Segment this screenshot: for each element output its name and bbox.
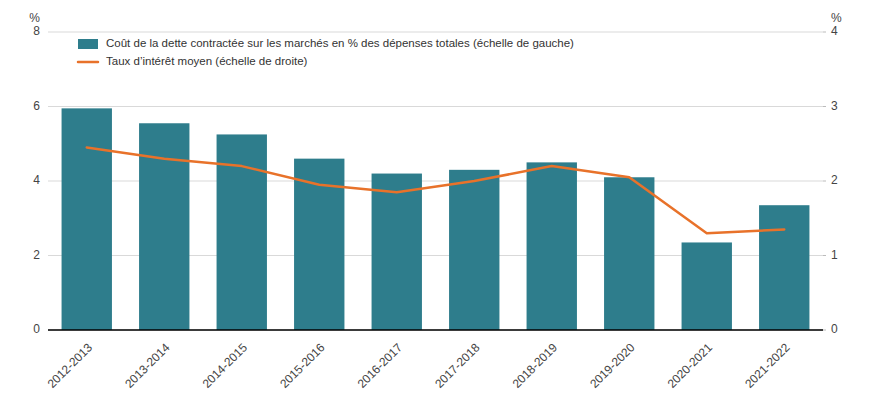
bar <box>449 170 499 330</box>
grid-line <box>48 330 823 331</box>
y2-tick <box>823 181 826 182</box>
y2-tick <box>823 330 826 331</box>
chart: 0 2 4 6 8 0 1 2 3 4%% 2012-2013 2013-2014 2014-2015 2… <box>0 0 871 418</box>
x-tick-label: 2017-2018 <box>432 340 483 391</box>
x-tick-label: 2021-2022 <box>742 340 793 391</box>
y2-tick-label: 2 <box>831 173 838 187</box>
y2-tick <box>823 255 826 256</box>
y-tick-label: 0 <box>33 322 40 336</box>
plot-area <box>62 108 810 330</box>
y2-tick <box>823 32 826 33</box>
y2-tick-label: 3 <box>831 99 838 113</box>
x-axis-line <box>48 329 823 331</box>
bar <box>604 177 654 330</box>
grid <box>48 32 823 330</box>
x-tick-label: 2020-2021 <box>665 340 716 391</box>
legend-label: Taux d’intérêt moyen (échelle de droite) <box>106 55 308 67</box>
bar <box>759 205 809 330</box>
bar <box>682 242 732 330</box>
grid-line <box>48 32 823 33</box>
legend-swatch <box>78 39 98 49</box>
bar <box>139 123 189 330</box>
x-tick-label: 2018-2019 <box>510 340 561 391</box>
x-tick-label: 2019-2020 <box>587 340 638 391</box>
line <box>87 147 785 233</box>
y2-tick-label: 4 <box>831 24 838 38</box>
y2-tick <box>823 106 826 107</box>
x-tick-label: 2014-2015 <box>200 340 251 391</box>
y2-tick-label: 0 <box>831 322 838 336</box>
legend-swatch <box>78 61 98 64</box>
x-tick-label: 2013-2014 <box>122 340 173 391</box>
y2-axis-label: % <box>831 11 842 25</box>
grid-line <box>48 106 823 107</box>
y-tick-label: 2 <box>33 248 40 262</box>
x-tick-label: 2012-2013 <box>45 340 96 391</box>
x-tick-label: 2015-2016 <box>277 340 328 391</box>
y-axis-label: % <box>29 11 40 25</box>
bar <box>527 162 577 330</box>
legend-label: Coût de la dette contractée sur les marc… <box>106 37 574 49</box>
bar <box>372 174 422 330</box>
bar <box>62 108 112 330</box>
y-tick-label: 6 <box>33 99 40 113</box>
y-tick-label: 4 <box>33 173 40 187</box>
legend: Coût de la dette contractée sur les marc… <box>78 37 574 67</box>
y-tick-label: 8 <box>33 24 40 38</box>
y2-tick-label: 1 <box>831 248 838 262</box>
x-tick-label: 2016-2017 <box>355 340 406 391</box>
